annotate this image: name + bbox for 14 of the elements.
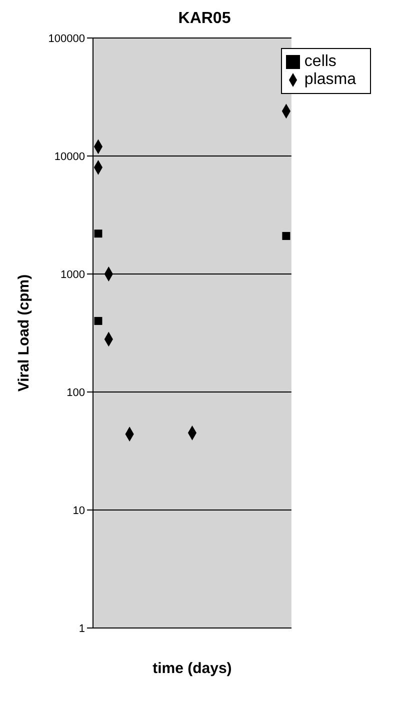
x-axis-title: time (days) bbox=[152, 660, 232, 677]
y-axis-title: Viral Load (cpm) bbox=[15, 274, 32, 392]
y-tick-label: 1000 bbox=[60, 268, 85, 281]
point bbox=[282, 232, 290, 240]
legend-label: cells bbox=[304, 53, 336, 70]
y-tick-label: 10 bbox=[72, 504, 85, 517]
y-tick-label: 100000 bbox=[48, 32, 85, 45]
y-tick-label: 100 bbox=[66, 386, 85, 399]
point bbox=[94, 316, 102, 325]
legend-label: plasma bbox=[304, 71, 356, 88]
chart-title: KAR05 bbox=[177, 10, 232, 28]
y-tick-label: 10000 bbox=[54, 150, 85, 163]
y-tick-label: 1 bbox=[78, 622, 85, 635]
point bbox=[94, 230, 102, 238]
